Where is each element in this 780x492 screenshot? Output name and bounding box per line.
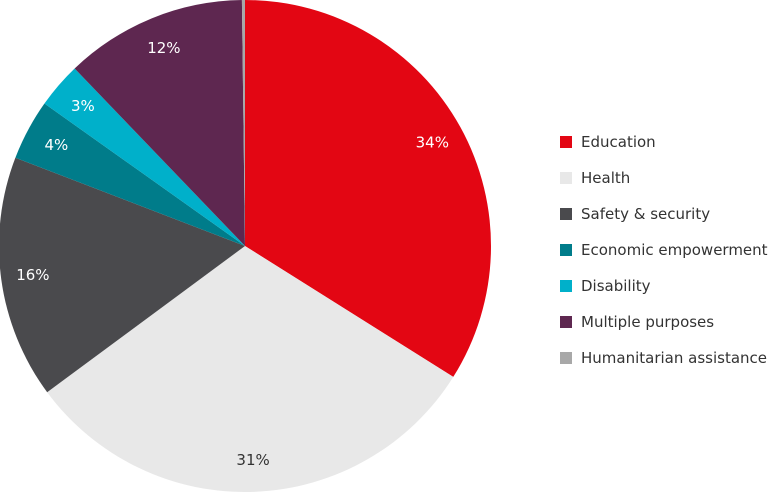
data-label-economic-empowerment: 4% [45,136,69,154]
pie-slice-safety-and-security [0,157,245,393]
legend-label: Education [581,133,656,151]
legend-item-health: Health [560,160,768,196]
legend-item-education: Education [560,124,768,160]
pie-slice-health [47,246,454,492]
legend-item-disability: Disability [560,268,768,304]
legend-swatch [560,244,572,256]
legend-label: Economic empowerment [581,241,768,259]
data-label-safety-and-security: 16% [16,266,49,284]
legend-label: Health [581,169,631,187]
data-label-multiple-purposes: 12% [147,39,180,57]
legend-item-safety-and-security: Safety & security [560,196,768,232]
legend-label: Safety & security [581,205,711,223]
pie-slice-humanitarian-assistance [241,0,245,246]
legend-swatch [560,172,572,184]
legend-label: Multiple purposes [581,313,715,331]
legend-label: Humanitarian assistance [581,349,767,367]
legend-item-multiple-purposes: Multiple purposes [560,304,768,340]
chart-legend: Education Health Safety & security Economic… [560,124,768,376]
legend-swatch [560,316,572,328]
legend-swatch [560,352,572,364]
legend-swatch [560,208,572,220]
legend-swatch [560,280,572,292]
legend-item-economic-empowerment: Economic empowerment [560,232,768,268]
legend-label: Disability [581,277,651,295]
data-label-health: 31% [236,451,269,469]
pie-slice-multiple-purposes [74,0,245,246]
legend-item-humanitarian-assistance: Humanitarian assistance [560,340,768,376]
pie-slices [0,0,491,492]
pie-slice-education [245,0,491,377]
pie-labels: 34% 31% 16% 4% 3% 12% [16,39,449,469]
pie-slice-economic-empowerment [15,103,246,246]
data-label-disability: 3% [71,97,95,115]
legend-swatch [560,136,572,148]
pie-slice-disability [44,68,246,246]
data-label-education: 34% [416,134,449,152]
